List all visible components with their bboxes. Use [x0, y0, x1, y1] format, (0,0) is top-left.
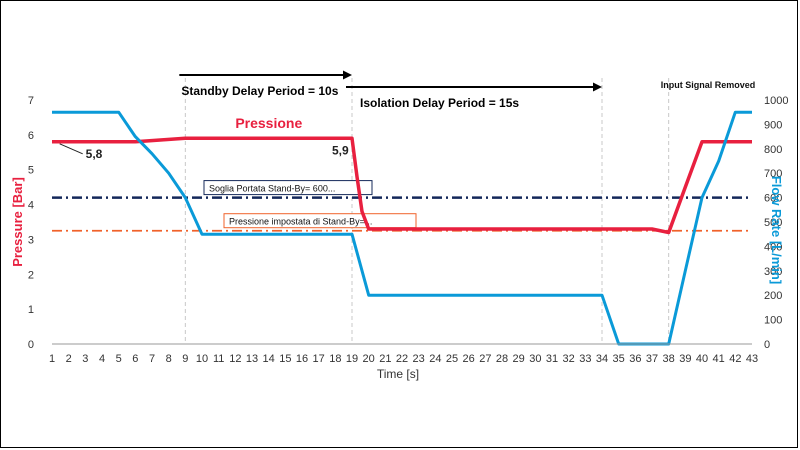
x-tick-label: 27 — [479, 353, 491, 365]
x-tick-label: 13 — [246, 353, 258, 365]
x-tick-label: 37 — [646, 353, 658, 365]
series-lines — [52, 110, 752, 346]
reference-label: Soglia Portata Stand-By= 600... — [209, 184, 335, 194]
pressure-series-line — [52, 136, 752, 235]
x-tick-label: 14 — [263, 353, 275, 365]
right-y-tick-label: 500 — [764, 217, 782, 229]
x-tick-label: 16 — [296, 353, 308, 365]
series-label-pressione: Pressione — [235, 115, 302, 131]
right-y-tick-label: 400 — [764, 241, 782, 253]
x-tick-label: 21 — [379, 353, 391, 365]
right-y-tick-label: 0 — [764, 339, 770, 351]
left-y-tick-label: 6 — [28, 130, 34, 142]
x-axis-label: Time [s] — [377, 367, 419, 381]
x-tick-label: 9 — [182, 353, 188, 365]
tick-labels: 1 2 3 4 5 6 7 8 9 10 11 12 13 14 15 16 17 18 19 20 21 22 23 24 2… — [28, 95, 789, 365]
x-tick-label: 1 — [49, 353, 55, 365]
reference-label-box — [203, 180, 373, 196]
grid-lines — [184, 78, 670, 344]
x-tick-label: 20 — [363, 353, 375, 365]
x-tick-label: 8 — [166, 353, 172, 365]
right-axis-title-text: Flow Rate [L/min] — [769, 176, 784, 284]
input-signal-removed-label: Input Signal Removed — [661, 80, 756, 90]
value-annotation: 5,8 — [86, 147, 103, 161]
x-tick-label: 3 — [82, 353, 88, 365]
period-arrow-head — [343, 70, 352, 80]
right-axis-title: Flow Rate [L/min] — [769, 176, 784, 284]
x-tick-label: 7 — [149, 353, 155, 365]
right-y-tick-label: 200 — [764, 290, 782, 302]
right-y-tick-label: 100 — [764, 315, 782, 327]
x-tick-label: 5 — [116, 353, 122, 365]
x-tick-label: 10 — [196, 353, 208, 365]
x-tick-label: 17 — [313, 353, 325, 365]
x-tick-label: 29 — [513, 353, 525, 365]
left-y-tick-label: 7 — [28, 95, 34, 107]
x-tick-label: 12 — [229, 353, 241, 365]
right-y-tick-label: 700 — [764, 168, 782, 180]
x-tick-label: 24 — [429, 353, 441, 365]
right-y-tick-label: 800 — [764, 144, 782, 156]
x-tick-label: 6 — [132, 353, 138, 365]
period-arrows: Standby Delay Period = 10s Isolation Dela… — [179, 70, 602, 110]
x-tick-label: 43 — [746, 353, 758, 365]
x-tick-label: 34 — [596, 353, 608, 365]
x-tick-label: 38 — [663, 353, 675, 365]
annotation-leader-line — [59, 143, 83, 155]
x-tick-label: 15 — [279, 353, 291, 365]
left-y-tick-label: 5 — [28, 165, 34, 177]
right-y-tick-label: 600 — [764, 193, 782, 205]
period-arrow-head — [593, 82, 602, 92]
left-axis-title: Pressure [Bar] — [10, 177, 25, 267]
x-tick-label: 11 — [213, 353, 224, 365]
x-tick-label: 18 — [329, 353, 341, 365]
left-y-tick-label: 0 — [28, 339, 34, 351]
period-arrow-label: Isolation Delay Period = 15s — [360, 96, 519, 110]
x-tick-label: 25 — [446, 353, 458, 365]
right-y-tick-label: 1000 — [764, 95, 788, 107]
value-annotation: 5,9 — [332, 143, 349, 157]
left-y-tick-label: 3 — [28, 234, 34, 246]
left-y-tick-label: 2 — [28, 269, 34, 281]
x-tick-label: 28 — [496, 353, 508, 365]
period-arrow-label: Standby Delay Period = 10s — [181, 84, 338, 98]
x-tick-label: 26 — [463, 353, 475, 365]
x-tick-label: 40 — [696, 353, 708, 365]
x-tick-label: 23 — [413, 353, 425, 365]
x-tick-label: 42 — [729, 353, 741, 365]
right-y-tick-label: 900 — [764, 119, 782, 131]
reference-label: Pressione impostata di Stand-By=... — [229, 217, 372, 227]
x-tick-label: 19 — [346, 353, 358, 365]
x-tick-label: 30 — [529, 353, 541, 365]
x-tick-label: 41 — [713, 353, 725, 365]
reference-lines: Soglia Portata Stand-By= 600... Pressione… — [52, 180, 752, 232]
x-tick-label: 35 — [613, 353, 625, 365]
flow-series-line — [52, 110, 752, 346]
left-axis-title-text: Pressure [Bar] — [10, 177, 25, 267]
x-tick-label: 33 — [579, 353, 591, 365]
x-tick-label: 4 — [99, 353, 105, 365]
right-y-tick-label: 300 — [764, 266, 782, 278]
x-tick-label: 32 — [563, 353, 575, 365]
x-tick-label: 36 — [629, 353, 641, 365]
annotations: 5,8 5,9 Pressione — [59, 115, 349, 161]
left-y-tick-label: 1 — [28, 304, 34, 316]
x-tick-label: 22 — [396, 353, 408, 365]
x-tick-label: 2 — [66, 353, 72, 365]
x-tick-label: 31 — [546, 353, 558, 365]
left-y-tick-label: 4 — [28, 200, 34, 212]
x-tick-label: 39 — [679, 353, 691, 365]
